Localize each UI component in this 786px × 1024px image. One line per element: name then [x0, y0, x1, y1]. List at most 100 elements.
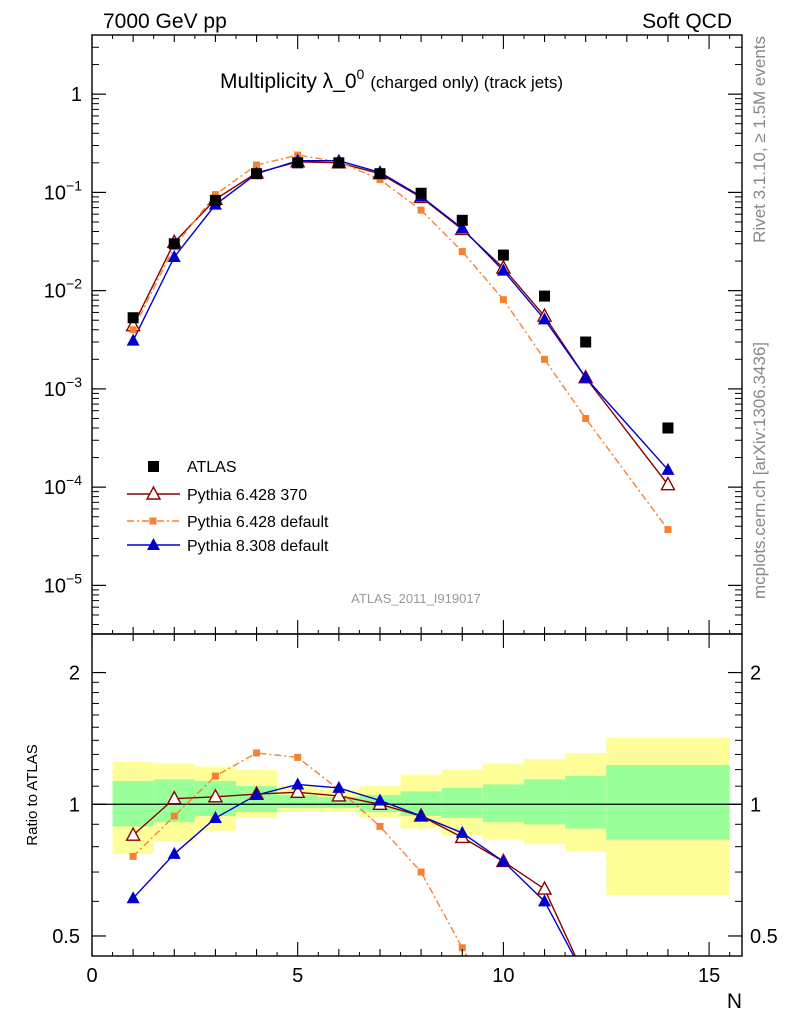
legend-p6-default-label: Pythia 6.428 default	[187, 514, 329, 531]
ratio-series-0-point-5	[331, 787, 347, 802]
main-series-0-point-0	[127, 312, 139, 324]
main-series-0-point-5	[333, 157, 345, 169]
main-series-line-1	[132, 161, 669, 486]
ratio-series-1-point-0	[129, 852, 137, 860]
legend-atlas-marker	[148, 461, 159, 472]
main-series-2-point-12	[664, 526, 672, 534]
main-ytick-label-5: 1	[71, 84, 82, 106]
header-right-label: Soft QCD	[642, 10, 732, 33]
legend-p6-default-marker	[149, 517, 157, 525]
main-series-2-point-6	[376, 176, 384, 184]
ratio-ytick-label-left-1: 1	[69, 794, 80, 816]
legend-entry-p6-370: Pythia 6.428 370	[127, 485, 307, 504]
ratio-panel: 0.5 0.5 1 1 2 2 0 5 10 15 Ratio to ATLAS N	[24, 633, 778, 1013]
header-left-label: 7000 GeV pp	[103, 10, 227, 33]
side-text-rivet: Rivet 3.1.10, ≥ 1.5M events	[750, 36, 769, 243]
chart-title-main: Multiplicity λ_0	[220, 70, 357, 93]
ratio-series-1-point-7	[417, 868, 425, 876]
ratio-series-0-point-4	[290, 783, 306, 799]
ratio-series-1-point-6	[376, 822, 384, 830]
ratio-band-inner-5	[318, 796, 360, 809]
main-series-2-point-11	[582, 414, 590, 422]
ratio-series-2-point-2	[208, 811, 222, 824]
ratio-band-inner-10	[523, 779, 566, 825]
analysis-watermark: ATLAS_2011_I919017	[351, 591, 481, 606]
ratio-xtick-label-2: 10	[492, 965, 514, 987]
main-ytick-label-3: 10−2	[44, 276, 82, 303]
ratio-series-2-point-6	[373, 793, 387, 806]
main-series-2-point-9	[499, 296, 507, 304]
main-axis-ticks: 10−5 10−4 10−3 10−2 10−1 1	[44, 34, 742, 634]
main-series-2-point-3	[253, 161, 261, 169]
side-text-mcplots: mcplots.cern.ch [arXiv:1306.3436]	[750, 342, 769, 599]
main-series-0-point-4	[292, 157, 304, 169]
main-ytick-label-4: 10−1	[44, 177, 82, 204]
ratio-band-inner-9	[482, 784, 524, 823]
main-series-0-point-9	[497, 249, 509, 261]
ratio-series-1-point-3	[253, 749, 261, 757]
ratio-curves	[125, 749, 577, 956]
main-series-0-point-10	[539, 290, 551, 302]
chart-title: Multiplicity λ_00 (charged only) (track j…	[220, 66, 563, 93]
ratio-ytick-label-right-2: 2	[750, 663, 761, 685]
ratio-ylabel: Ratio to ATLAS	[24, 744, 41, 845]
legend-entry-p6-default: Pythia 6.428 default	[127, 514, 329, 531]
main-series-0-point-8	[456, 214, 468, 226]
main-series-3-point-12	[661, 462, 675, 475]
main-ytick-label-1: 10−4	[44, 472, 82, 499]
ratio-series-0-point-0	[125, 826, 141, 841]
ratio-ytick-label-left-2: 2	[69, 663, 80, 685]
legend-atlas-label: ATLAS	[187, 459, 237, 476]
ratio-series-2-point-5	[332, 780, 346, 793]
legend-entry-p8-default: Pythia 8.308 default	[127, 538, 329, 555]
main-series-3-point-1	[167, 250, 181, 263]
x-axis-label: N	[727, 990, 742, 1013]
ratio-series-1-point-8	[458, 944, 466, 952]
main-series-3-point-11	[579, 370, 593, 383]
main-series-1-point-12	[660, 476, 676, 491]
main-series-0-point-11	[580, 336, 592, 348]
ratio-ytick-label-left-0: 0.5	[52, 926, 80, 948]
ratio-series-1-point-1	[170, 812, 178, 820]
ratio-xtick-label-1: 5	[292, 965, 303, 987]
chart-title-paren: (charged only) (track jets)	[370, 73, 563, 92]
ratio-series-line-0	[132, 791, 577, 956]
main-series-2-point-0	[129, 326, 137, 334]
main-series-0-point-7	[415, 187, 427, 199]
legend-p8-default-label: Pythia 8.308 default	[187, 538, 329, 555]
ratio-ytick-label-right-1: 1	[750, 794, 761, 816]
ratio-series-1-point-4	[294, 753, 302, 761]
ratio-series-2-point-7	[414, 809, 428, 822]
main-ytick-label-2: 10−3	[44, 374, 82, 401]
main-series-3-point-8	[455, 221, 469, 234]
legend-p8-default-marker	[147, 538, 160, 550]
ratio-series-2-point-4	[291, 777, 305, 790]
main-series-0-point-6	[374, 168, 386, 180]
main-series-3-point-9	[496, 263, 510, 276]
ratio-xtick-label-0: 0	[86, 965, 97, 987]
legend-p6-370-marker	[145, 485, 162, 500]
legend-entry-atlas: ATLAS	[148, 459, 237, 476]
ratio-xtick-label-3: 15	[698, 965, 720, 987]
ratio-series-2-point-10	[538, 894, 552, 907]
main-series-3-point-10	[538, 312, 552, 325]
main-ytick-label-0: 10−5	[44, 570, 82, 597]
main-series-0-point-3	[251, 168, 263, 180]
legend: ATLAS Pythia 6.428 370 Pythia 6.428 defa…	[127, 459, 329, 555]
main-series-0-point-1	[168, 238, 180, 250]
legend-p6-370-label: Pythia 6.428 370	[187, 487, 307, 504]
ratio-series-0-point-2	[207, 788, 224, 803]
ratio-series-0-point-10	[536, 880, 553, 895]
ratio-ytick-label-right-0: 0.5	[750, 926, 778, 948]
ratio-series-2-point-9	[496, 854, 510, 867]
main-series-2-point-10	[541, 355, 549, 363]
main-series-2-point-8	[458, 248, 466, 256]
main-series-3-point-0	[126, 333, 140, 346]
main-series-2-point-2	[211, 191, 219, 199]
ratio-series-0-point-1	[166, 790, 182, 805]
main-series-0-point-12	[662, 422, 674, 434]
ratio-series-2-point-1	[167, 846, 181, 859]
ratio-series-2-point-8	[455, 825, 469, 838]
ratio-series-2-point-3	[250, 788, 264, 800]
